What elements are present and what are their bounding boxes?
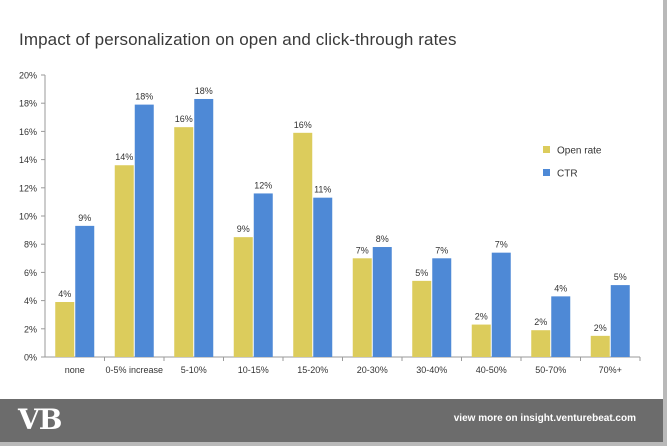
- y-tick-label: 6%: [24, 268, 37, 278]
- bar-ctr: [313, 197, 333, 357]
- bar-open-rate: [174, 127, 194, 357]
- data-label-open-rate: 2%: [594, 323, 607, 333]
- y-tick-label: 10%: [19, 212, 37, 222]
- venturebeat-link[interactable]: view more on insight.venturebeat.com: [453, 413, 636, 424]
- bar-open-rate: [412, 280, 432, 357]
- bar-open-rate: [590, 335, 610, 357]
- x-tick-label: 30-40%: [416, 365, 447, 375]
- legend-label-open-rate: Open rate: [557, 146, 602, 157]
- data-label-ctr: 9%: [78, 213, 91, 223]
- x-tick-label: 50-70%: [535, 365, 566, 375]
- bar-open-rate: [531, 330, 551, 357]
- y-tick-label: 18%: [19, 99, 37, 109]
- bar-ctr: [134, 104, 154, 357]
- data-label-open-rate: 2%: [534, 317, 547, 327]
- x-tick-label: 0-5% increase: [105, 365, 163, 375]
- legend-swatch-ctr: [543, 169, 550, 176]
- data-label-open-rate: 7%: [356, 245, 369, 255]
- y-tick-label: 16%: [19, 127, 37, 137]
- bar-ctr: [491, 252, 511, 357]
- bar-chart: 0% 2% 4% 6% 8% 10% 12% 14% 16% 18% 20% none 4% 9% 0-5%…: [19, 71, 641, 375]
- x-tick-label: none: [65, 365, 85, 375]
- bar-open-rate: [233, 237, 253, 357]
- data-label-open-rate: 5%: [415, 268, 428, 278]
- data-label-open-rate: 9%: [237, 224, 250, 234]
- y-tick-label: 2%: [24, 324, 37, 334]
- data-label-ctr: 8%: [376, 234, 389, 244]
- bar-ctr: [432, 258, 452, 357]
- data-label-ctr: 11%: [314, 185, 331, 195]
- x-tick-label: 5-10%: [181, 365, 207, 375]
- data-label-ctr: 18%: [195, 86, 213, 96]
- data-label-open-rate: 2%: [475, 312, 488, 322]
- bar-open-rate: [471, 324, 491, 357]
- data-label-open-rate: 16%: [294, 120, 312, 130]
- vb-logo: VB: [18, 403, 62, 436]
- data-label-ctr: 4%: [554, 283, 567, 293]
- y-tick-label: 14%: [19, 155, 37, 165]
- x-tick-label: 70%+: [599, 365, 622, 375]
- data-label-ctr: 18%: [135, 92, 153, 102]
- data-label-ctr: 5%: [614, 272, 627, 282]
- bar-open-rate: [114, 165, 134, 357]
- bar-ctr: [610, 285, 630, 357]
- legend-swatch-open-rate: [543, 146, 550, 153]
- bar-ctr: [253, 193, 273, 357]
- chart-title: Impact of personalization on open and cl…: [19, 30, 457, 49]
- data-label-ctr: 12%: [254, 180, 272, 190]
- data-label-ctr: 7%: [495, 240, 508, 250]
- bar-ctr: [372, 247, 392, 357]
- bar-open-rate: [55, 302, 75, 357]
- x-tick-label: 15-20%: [297, 365, 328, 375]
- x-tick-label: 20-30%: [357, 365, 388, 375]
- bar-ctr: [551, 296, 571, 357]
- y-tick-label: 8%: [24, 240, 37, 250]
- data-label-open-rate: 14%: [115, 152, 133, 162]
- legend-label-ctr: CTR: [557, 169, 578, 180]
- y-tick-label: 4%: [24, 296, 37, 306]
- footer-bar: VB view more on insight.venturebeat.com: [0, 399, 663, 442]
- bar-open-rate: [293, 132, 313, 357]
- x-tick-label: 10-15%: [238, 365, 269, 375]
- data-label-open-rate: 4%: [58, 289, 71, 299]
- data-label-ctr: 7%: [435, 245, 448, 255]
- data-label-open-rate: 16%: [175, 114, 193, 124]
- y-tick-label: 20%: [19, 71, 37, 81]
- y-tick-label: 0%: [24, 353, 37, 363]
- bar-ctr: [194, 98, 214, 357]
- y-tick-label: 12%: [19, 183, 37, 193]
- x-tick-label: 40-50%: [476, 365, 507, 375]
- bar-ctr: [75, 225, 95, 357]
- bar-open-rate: [352, 258, 372, 357]
